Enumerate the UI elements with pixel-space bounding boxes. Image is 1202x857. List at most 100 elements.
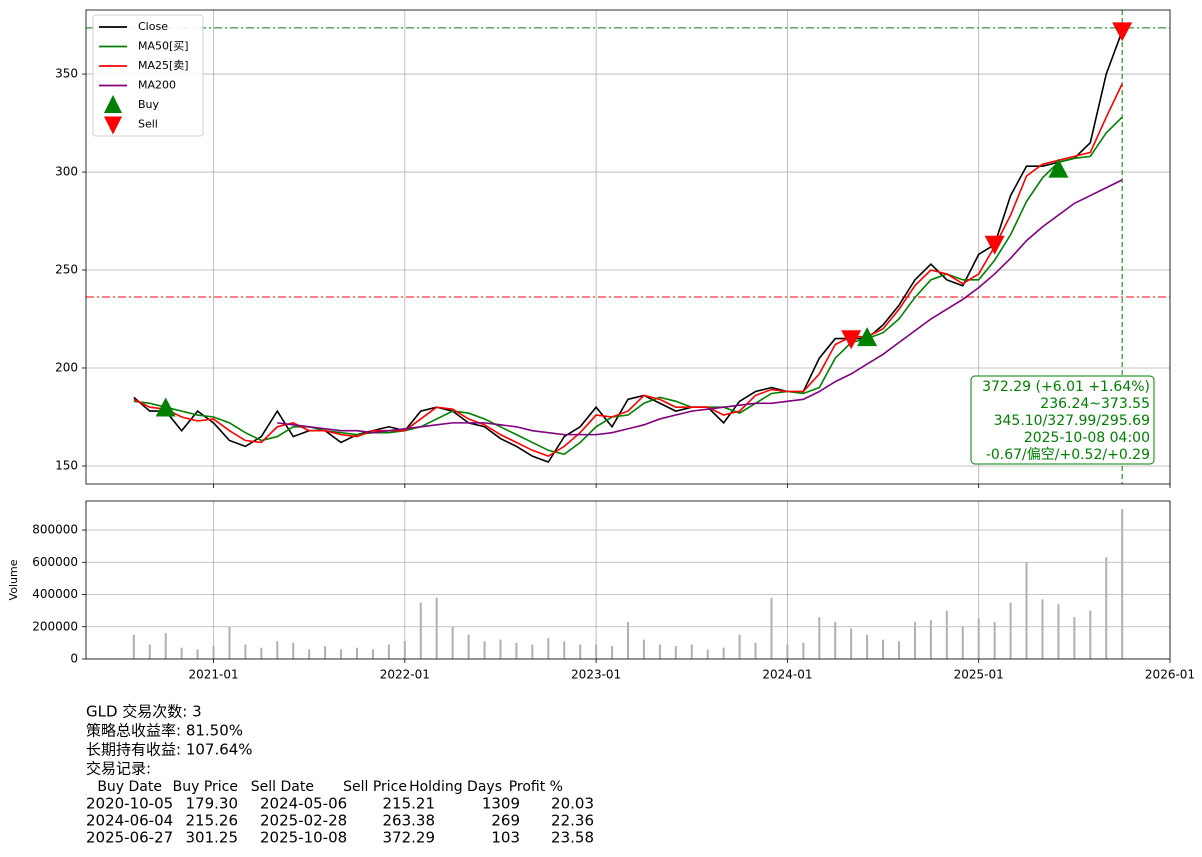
table-cell: 2024-05-06	[260, 795, 347, 813]
volume-bar	[961, 626, 964, 659]
annotation-text: 345.10/327.99/295.69	[994, 413, 1150, 429]
trade-marker	[841, 330, 862, 350]
volume-bar	[308, 649, 311, 659]
summary-line: 交易记录:	[86, 760, 151, 778]
volume-bar	[180, 647, 183, 659]
legend-marker	[104, 95, 122, 113]
table-cell: 2025-10-08	[260, 829, 347, 847]
table-header: Buy Price	[173, 779, 238, 795]
summary-line: 长期持有收益: 107.64%	[86, 741, 253, 759]
legend-label: MA50[买]	[138, 40, 189, 53]
axes-frame	[85, 500, 1171, 660]
table-cell: 1309	[482, 795, 520, 813]
table-cell: 2025-02-28	[260, 812, 347, 830]
volume-bar	[451, 626, 454, 659]
volume-bar	[547, 638, 550, 659]
volume-bar	[1009, 602, 1012, 659]
table-cell: 269	[491, 812, 520, 830]
table-cell: 2025-06-27	[86, 829, 173, 847]
table-cell: 215.21	[383, 795, 436, 813]
table-cell: 103	[491, 829, 520, 847]
volume-bar	[945, 610, 948, 659]
annotation-text: 236.24~373.55	[1040, 396, 1150, 412]
y-tick-label: 0	[70, 652, 78, 666]
volume-bar	[244, 644, 247, 659]
table-cell: 301.25	[186, 829, 239, 847]
volume-bar	[515, 642, 518, 659]
volume-bar	[929, 620, 932, 659]
volume-bar	[786, 644, 789, 659]
y-tick-label: 400000	[32, 587, 78, 601]
table-header: Sell Price	[343, 779, 407, 795]
volume-bar	[690, 644, 693, 659]
volume-bar	[371, 649, 374, 659]
volume-bar	[913, 621, 916, 659]
volume-bar	[387, 644, 390, 659]
volume-bar	[993, 621, 996, 659]
y-tick-label: 300	[55, 165, 78, 179]
volume-bar	[435, 597, 438, 659]
price-line	[133, 116, 1123, 456]
volume-bar	[977, 618, 980, 659]
table-cell: 23.58	[551, 829, 594, 847]
volume-bar	[1121, 509, 1124, 659]
x-tick-label: 2025-01	[954, 668, 1004, 682]
volume-bar	[499, 639, 502, 659]
volume-bar	[132, 634, 135, 659]
volume-bar	[164, 633, 167, 659]
volume-bar	[340, 649, 343, 659]
volume-bar	[866, 634, 869, 659]
volume-bar	[260, 647, 263, 659]
volume-bar	[531, 644, 534, 659]
volume-bar	[483, 641, 486, 659]
trade-marker	[857, 327, 878, 347]
x-tick-label: 2023-01	[571, 668, 621, 682]
volume-bar	[898, 641, 900, 659]
volume-bar	[770, 597, 773, 659]
y-tick-label: 200	[55, 360, 78, 374]
volume-bar	[611, 646, 614, 659]
y-tick-label: 350	[55, 67, 78, 81]
table-header: Holding Days	[409, 779, 502, 795]
price-line	[133, 30, 1123, 464]
volume-bar	[467, 634, 470, 659]
trade-marker	[1112, 22, 1133, 42]
volume-bar	[754, 642, 757, 659]
x-tick-label: 2026-01	[1145, 668, 1195, 682]
volume-bar	[563, 641, 566, 659]
x-tick-label: 2021-01	[188, 668, 238, 682]
volume-bar	[419, 602, 422, 659]
volume-bar	[403, 641, 406, 659]
volume-bar	[595, 644, 598, 659]
table-cell: 372.29	[383, 829, 436, 847]
table-header: Sell Date	[251, 779, 314, 795]
volume-bar	[738, 634, 741, 659]
volume-bar	[292, 642, 295, 659]
volume-bar	[850, 628, 853, 659]
y-tick-label: 250	[55, 263, 78, 277]
volume-bar	[834, 621, 837, 659]
volume-bar	[196, 649, 199, 659]
volume-bar	[1089, 610, 1092, 659]
table-cell: 2024-06-04	[86, 812, 173, 830]
volume-bar	[818, 617, 821, 659]
volume-bar	[148, 644, 151, 659]
axes-frame	[85, 9, 1171, 485]
annotation-text: 2025-10-08 04:00	[1024, 430, 1150, 446]
summary-line: GLD 交易次数: 3	[86, 703, 202, 721]
volume-bar	[212, 646, 215, 659]
annotation-text: 372.29 (+6.01 +1.64%)	[982, 379, 1150, 395]
volume-bar	[1057, 604, 1060, 659]
table-cell: 215.26	[186, 812, 239, 830]
volume-bar	[1105, 557, 1108, 659]
volume-bar	[882, 639, 885, 659]
volume-bar	[674, 646, 677, 659]
table-cell: 20.03	[551, 795, 594, 813]
trade-marker	[984, 235, 1005, 255]
legend-label: MA200	[138, 79, 176, 92]
table-cell: 179.30	[186, 795, 239, 813]
volume-bar	[722, 647, 725, 659]
volume-bar	[627, 621, 629, 659]
